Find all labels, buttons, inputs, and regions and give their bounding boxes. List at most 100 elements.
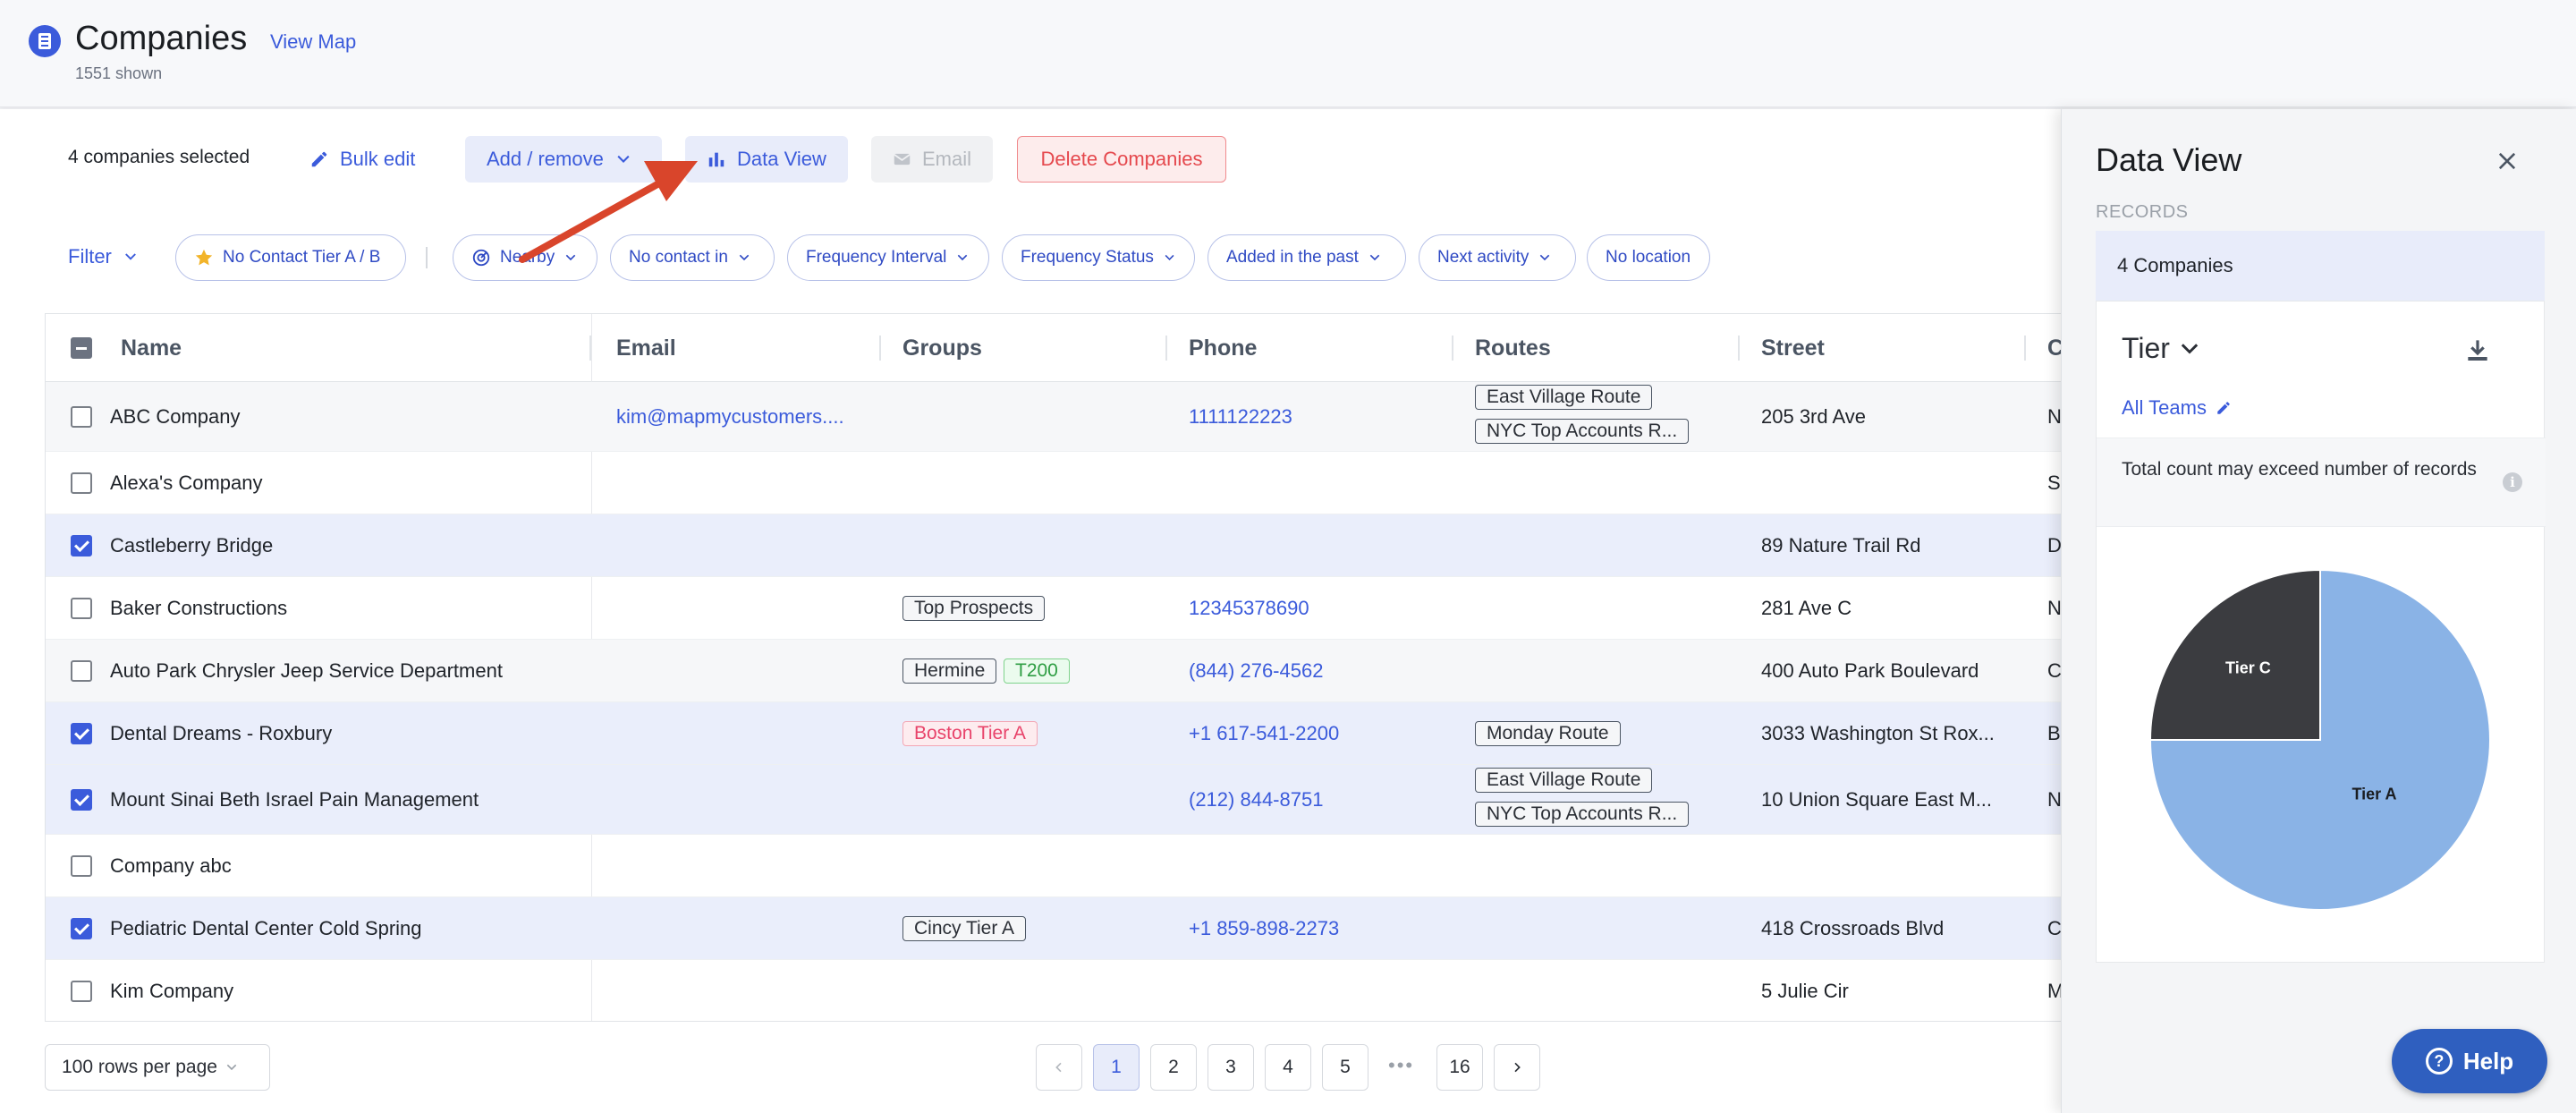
- filter-chip-next-activity[interactable]: Next activity: [1419, 234, 1576, 281]
- group-tag[interactable]: Cincy Tier A: [902, 916, 1027, 941]
- filter-label: Filter: [68, 245, 112, 268]
- table-row[interactable]: Auto Park Chrysler Jeep Service Departme…: [46, 640, 2061, 702]
- add-remove-label: Add / remove: [487, 148, 604, 170]
- group-tag[interactable]: Boston Tier A: [902, 721, 1038, 746]
- page-button-5[interactable]: 5: [1322, 1044, 1368, 1091]
- download-icon[interactable]: [2463, 336, 2492, 364]
- filter-chip-added-in-past[interactable]: Added in the past: [1208, 234, 1406, 281]
- count-note-text: Total count may exceed number of records: [2122, 459, 2477, 480]
- column-header-groups[interactable]: Groups: [902, 314, 1167, 382]
- page-button-16[interactable]: 16: [1436, 1044, 1483, 1091]
- table-row[interactable]: Kim Company 5 Julie Cir M: [46, 960, 2061, 1021]
- phone-link[interactable]: 1111122223: [1189, 405, 1292, 428]
- bulk-edit-button[interactable]: Bulk edit: [295, 136, 436, 183]
- route-tag[interactable]: NYC Top Accounts R...: [1475, 802, 1690, 827]
- rows-per-page-select[interactable]: 100 rows per page: [45, 1044, 270, 1091]
- company-name[interactable]: Alexa's Company: [110, 472, 263, 494]
- company-name[interactable]: Auto Park Chrysler Jeep Service Departme…: [110, 659, 503, 682]
- table-row[interactable]: Mount Sinai Beth Israel Pain Management (…: [46, 765, 2061, 835]
- table-row[interactable]: Dental Dreams - Roxbury +1 617-541-2200 30…: [46, 702, 2061, 765]
- select-all-checkbox[interactable]: [71, 337, 92, 359]
- column-header-city[interactable]: C: [2047, 314, 2061, 382]
- route-tag[interactable]: Monday Route: [1475, 721, 1621, 746]
- row-checkbox[interactable]: [71, 598, 92, 619]
- filter-chip-label: Frequency Interval: [806, 248, 947, 267]
- street-cell: 281 Ave C: [1761, 597, 1852, 619]
- company-name[interactable]: Castleberry Bridge: [110, 534, 274, 556]
- info-icon[interactable]: i: [2503, 472, 2522, 492]
- filter-chip-frequency-interval[interactable]: Frequency Interval: [787, 234, 989, 281]
- table-row[interactable]: Alexa's Company S: [46, 452, 2061, 514]
- company-name[interactable]: Kim Company: [110, 980, 234, 1002]
- street-cell: 3033 Washington St Rox...: [1761, 722, 1995, 744]
- route-tag[interactable]: NYC Top Accounts R...: [1475, 419, 1690, 444]
- phone-link[interactable]: (212) 844-8751: [1189, 788, 1324, 811]
- table-row[interactable]: ABC Company kim@mapmycustomers.... 1111122…: [46, 382, 2061, 452]
- table-row[interactable]: Baker Constructions 12345378690 281 Ave C N…: [46, 577, 2061, 640]
- next-page-button[interactable]: [1494, 1044, 1540, 1091]
- help-button[interactable]: ? Help: [2392, 1029, 2547, 1093]
- row-checkbox[interactable]: [71, 406, 92, 428]
- pie-slice-tier-c[interactable]: [2148, 568, 2321, 741]
- column-header-street[interactable]: Street: [1761, 314, 2026, 382]
- group-by-label: Tier: [2122, 332, 2170, 364]
- group-tag[interactable]: Top Prospects: [902, 596, 1046, 621]
- prev-page-button[interactable]: [1036, 1044, 1082, 1091]
- column-header-name[interactable]: Name: [121, 314, 591, 382]
- table-row[interactable]: Pediatric Dental Center Cold Spring +1 85…: [46, 897, 2061, 960]
- close-panel-button[interactable]: [2489, 143, 2525, 179]
- view-map-link[interactable]: View Map: [270, 30, 357, 53]
- filter-chip-no-contact-in[interactable]: No contact in: [610, 234, 775, 281]
- company-name[interactable]: Mount Sinai Beth Israel Pain Management: [110, 788, 479, 811]
- teams-filter[interactable]: All Teams: [2122, 396, 2232, 420]
- group-tag[interactable]: T200: [1004, 658, 1070, 684]
- page-button-1[interactable]: 1: [1093, 1044, 1140, 1091]
- filter-chip-no-contact-tier[interactable]: No Contact Tier A / B: [175, 234, 406, 281]
- email-button[interactable]: Email: [871, 136, 993, 183]
- page-button-4[interactable]: 4: [1265, 1044, 1311, 1091]
- pagination-ellipsis: •••: [1388, 1054, 1415, 1076]
- group-by-dropdown[interactable]: Tier: [2122, 332, 2202, 365]
- company-name[interactable]: Baker Constructions: [110, 597, 288, 619]
- column-header-phone[interactable]: Phone: [1189, 314, 1453, 382]
- filter-chip-frequency-status[interactable]: Frequency Status: [1002, 234, 1195, 281]
- filter-chip-nearby[interactable]: Nearby: [453, 234, 597, 281]
- row-checkbox[interactable]: [71, 535, 92, 556]
- column-header-routes[interactable]: Routes: [1475, 314, 1740, 382]
- add-remove-button[interactable]: Add / remove: [465, 136, 662, 183]
- filter-dropdown[interactable]: Filter: [68, 245, 139, 268]
- column-header-email[interactable]: Email: [616, 314, 881, 382]
- phone-link[interactable]: 12345378690: [1189, 597, 1309, 619]
- company-name[interactable]: Company abc: [110, 854, 232, 877]
- delete-companies-button[interactable]: Delete Companies: [1017, 136, 1226, 183]
- row-checkbox[interactable]: [71, 789, 92, 811]
- phone-link[interactable]: +1 617-541-2200: [1189, 722, 1340, 744]
- radar-icon: [472, 249, 490, 267]
- table-row[interactable]: Castleberry Bridge 89 Nature Trail Rd D: [46, 514, 2061, 577]
- page-button-2[interactable]: 2: [1150, 1044, 1197, 1091]
- filter-chip-no-location[interactable]: No location: [1587, 234, 1710, 281]
- page-button-3[interactable]: 3: [1208, 1044, 1254, 1091]
- route-tag[interactable]: East Village Route: [1475, 768, 1653, 793]
- company-name[interactable]: Pediatric Dental Center Cold Spring: [110, 917, 422, 939]
- table-row[interactable]: Company abc: [46, 835, 2061, 897]
- email-label: Email: [921, 148, 971, 170]
- email-link[interactable]: kim@mapmycustomers....: [616, 405, 844, 428]
- group-tag[interactable]: Hermine: [902, 658, 997, 684]
- phone-link[interactable]: (844) 276-4562: [1189, 659, 1324, 682]
- row-checkbox[interactable]: [71, 855, 92, 877]
- row-checkbox[interactable]: [71, 472, 92, 494]
- phone-link[interactable]: +1 859-898-2273: [1189, 917, 1340, 939]
- row-checkbox[interactable]: [71, 660, 92, 682]
- city-cell: S: [2047, 472, 2061, 494]
- company-name[interactable]: ABC Company: [110, 405, 241, 428]
- row-checkbox[interactable]: [71, 981, 92, 1002]
- company-name[interactable]: Dental Dreams - Roxbury: [110, 722, 333, 744]
- question-icon: ?: [2425, 1048, 2453, 1075]
- row-checkbox[interactable]: [71, 723, 92, 744]
- row-checkbox[interactable]: [71, 918, 92, 939]
- column-label: Routes: [1475, 335, 1551, 361]
- street-cell: 418 Crossroads Blvd: [1761, 917, 1945, 939]
- data-view-button[interactable]: Data View: [685, 136, 848, 183]
- route-tag[interactable]: East Village Route: [1475, 385, 1653, 410]
